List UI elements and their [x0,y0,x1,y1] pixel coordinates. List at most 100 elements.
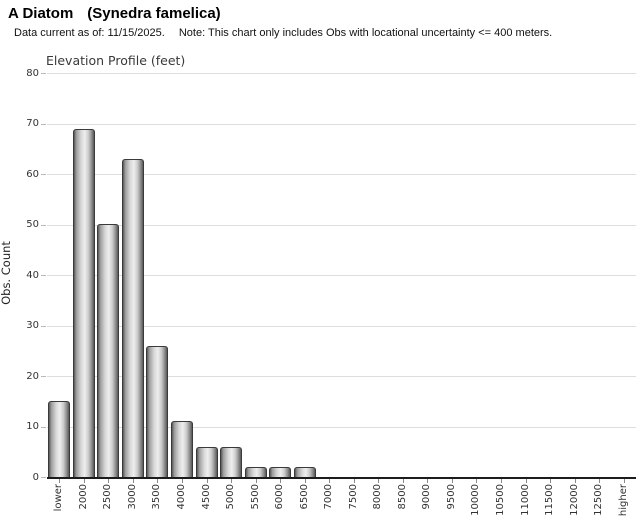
x-tick-label-text: higher [617,484,629,517]
x-tick [157,479,158,483]
y-tick [41,477,46,478]
x-tick [427,479,428,483]
x-tick [231,479,232,483]
gridline-40 [47,275,636,276]
x-tick-label-9000: 9000 [421,484,433,523]
x-tick-label-text: 11000 [519,484,531,516]
page-title: A Diatom (Synedra famelica) [8,5,221,22]
x-tick-label-9500: 9500 [446,484,458,523]
x-tick [182,479,183,483]
x-tick-label-7500: 7500 [348,484,360,523]
x-tick-label-text: 9500 [445,484,457,510]
x-tick-label-10000: 10000 [470,484,482,523]
x-tick [452,479,453,483]
x-tick-label-text: 6000 [274,484,286,510]
x-tick-label-lower: lower [53,484,65,523]
x-tick-label-12000: 12000 [569,484,581,523]
gridline-10 [47,426,636,428]
bar-5000 [220,447,242,477]
x-tick [550,479,551,483]
bar-3500 [146,346,168,477]
x-tick-label-2000: 2000 [78,484,90,523]
data-current-text: Data current as of: 11/15/2025. [14,27,165,39]
x-tick [133,479,134,483]
x-tick-label-text: 6500 [298,484,310,510]
x-tick-label-text: 4500 [200,484,212,510]
y-tick-label: 0 [32,471,39,483]
x-tick [108,479,109,483]
gridline-30 [47,325,636,327]
bar-5500 [245,467,267,477]
bar-6500 [294,467,316,477]
y-tick-label: 40 [26,269,39,281]
y-tick-label: 30 [26,320,39,331]
bar-3000 [122,159,144,477]
x-tick [84,479,85,483]
gridline-80 [47,73,636,74]
x-tick-label-text: 7000 [323,484,335,510]
species-scientific-name: (Synedra famelica) [87,5,221,22]
x-tick [354,479,355,483]
x-tick-label-text: 8500 [396,484,408,510]
x-tick-label-text: 5500 [249,484,261,510]
bar-lower [48,401,70,477]
y-tick [41,275,46,276]
x-tick-label-3000: 3000 [127,484,139,523]
y-tick [41,174,46,175]
x-tick-label-text: 10500 [495,484,507,516]
x-tick-label-6500: 6500 [299,484,311,523]
bar-4000 [171,421,193,477]
x-tick-label-text: 4000 [175,484,187,510]
x-tick-label-text: 12000 [568,484,580,516]
x-tick-label-10500: 10500 [495,484,507,523]
y-tick [41,426,46,428]
x-tick [378,479,379,483]
x-axis-line [47,477,636,479]
x-tick-label-2500: 2500 [102,484,114,523]
x-tick-label-text: 11500 [544,484,556,516]
y-tick [41,224,46,226]
x-tick-label-text: 3000 [126,484,138,510]
bar-6000 [269,467,291,477]
x-tick-label-5000: 5000 [225,484,237,523]
y-tick [41,325,46,327]
x-tick-label-text: 2500 [102,484,114,510]
x-tick-label-text: 9000 [421,484,433,510]
x-tick-label-text: 3500 [151,484,163,510]
y-tick-label: 80 [26,67,39,79]
x-tick [280,479,281,483]
x-tick-label-text: 10000 [470,484,482,516]
y-tick [41,73,46,74]
bar-4500 [196,447,218,477]
x-tick-label-7000: 7000 [323,484,335,523]
x-tick-label-11000: 11000 [520,484,532,523]
bar-2000 [73,129,95,477]
uncertainty-note-text: Note: This chart only includes Obs with … [178,27,553,39]
gridline-50 [47,224,636,226]
y-tick-label: 20 [26,370,39,382]
x-tick [501,479,502,483]
x-tick [329,479,330,483]
x-tick-label-3500: 3500 [151,484,163,523]
gridline-60 [47,174,636,175]
x-tick-label-text: 7500 [347,484,359,510]
x-tick-label-text: 8000 [372,484,384,510]
x-tick-label-higher: higher [618,484,630,523]
x-tick [59,479,60,483]
x-tick [476,479,477,483]
x-tick-label-text: 12500 [593,484,605,516]
x-tick [256,479,257,483]
chart-title: Elevation Profile (feet) [46,53,186,68]
y-tick-label: 10 [26,421,39,432]
x-tick [305,479,306,483]
y-tick-label: 50 [26,219,39,230]
x-tick [599,479,600,483]
x-tick-label-8500: 8500 [397,484,409,523]
x-tick-label-11500: 11500 [544,484,556,523]
x-tick-label-4000: 4000 [176,484,188,523]
y-tick [41,123,46,125]
x-tick [624,479,625,483]
y-tick-label: 70 [26,118,39,129]
